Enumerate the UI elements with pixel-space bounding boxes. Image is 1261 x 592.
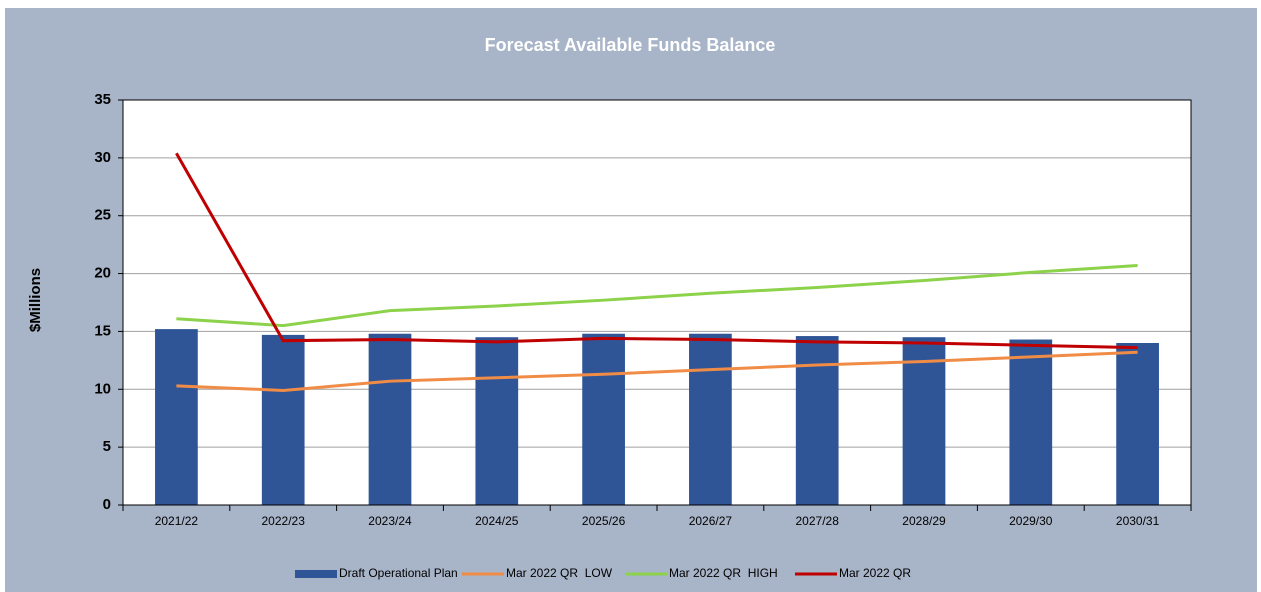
y-tick-label: 25	[94, 207, 111, 224]
x-tick-label: 2023/24	[368, 514, 412, 528]
x-tick-label: 2027/28	[796, 514, 840, 528]
legend-label: Mar 2022 QR	[839, 566, 911, 580]
x-tick-label: 2029/30	[1009, 514, 1053, 528]
bar	[155, 329, 198, 505]
x-tick-label: 2021/22	[155, 514, 199, 528]
y-tick-label: 0	[103, 496, 111, 513]
y-tick-label: 30	[94, 149, 111, 166]
line	[175, 152, 1138, 350]
bar	[902, 337, 946, 505]
legend-label: Mar 2022 QR LOW	[506, 566, 613, 580]
x-tick-label: 2025/26	[582, 514, 626, 528]
bar	[582, 333, 625, 505]
bar	[1116, 343, 1159, 505]
y-tick-label: 15	[94, 322, 111, 339]
x-tick-label: 2026/27	[689, 514, 733, 528]
x-tick-label: 2024/25	[475, 514, 519, 528]
bar	[261, 334, 305, 505]
bar	[1009, 339, 1053, 505]
x-tick-label: 2022/23	[262, 514, 306, 528]
bar	[368, 333, 412, 505]
x-tick-label: 2030/31	[1116, 514, 1160, 528]
legend-label: Mar 2022 QR HIGH	[669, 566, 778, 580]
legend-label: Draft Operational Plan	[339, 566, 458, 580]
chart-title: Forecast Available Funds Balance	[485, 35, 776, 55]
legend-swatch	[295, 570, 337, 578]
y-tick-label: 35	[94, 91, 111, 108]
line	[176, 263, 1138, 328]
bar	[475, 337, 519, 505]
plot-border	[122, 99, 1192, 506]
y-axis-label: $Millions	[27, 268, 44, 332]
y-tick-label: 5	[103, 438, 111, 455]
bar	[795, 336, 839, 505]
y-tick-label: 10	[94, 380, 111, 397]
line	[176, 350, 1138, 392]
y-tick-label: 20	[94, 265, 111, 282]
x-tick-label: 2028/29	[902, 514, 946, 528]
bar	[689, 333, 732, 505]
